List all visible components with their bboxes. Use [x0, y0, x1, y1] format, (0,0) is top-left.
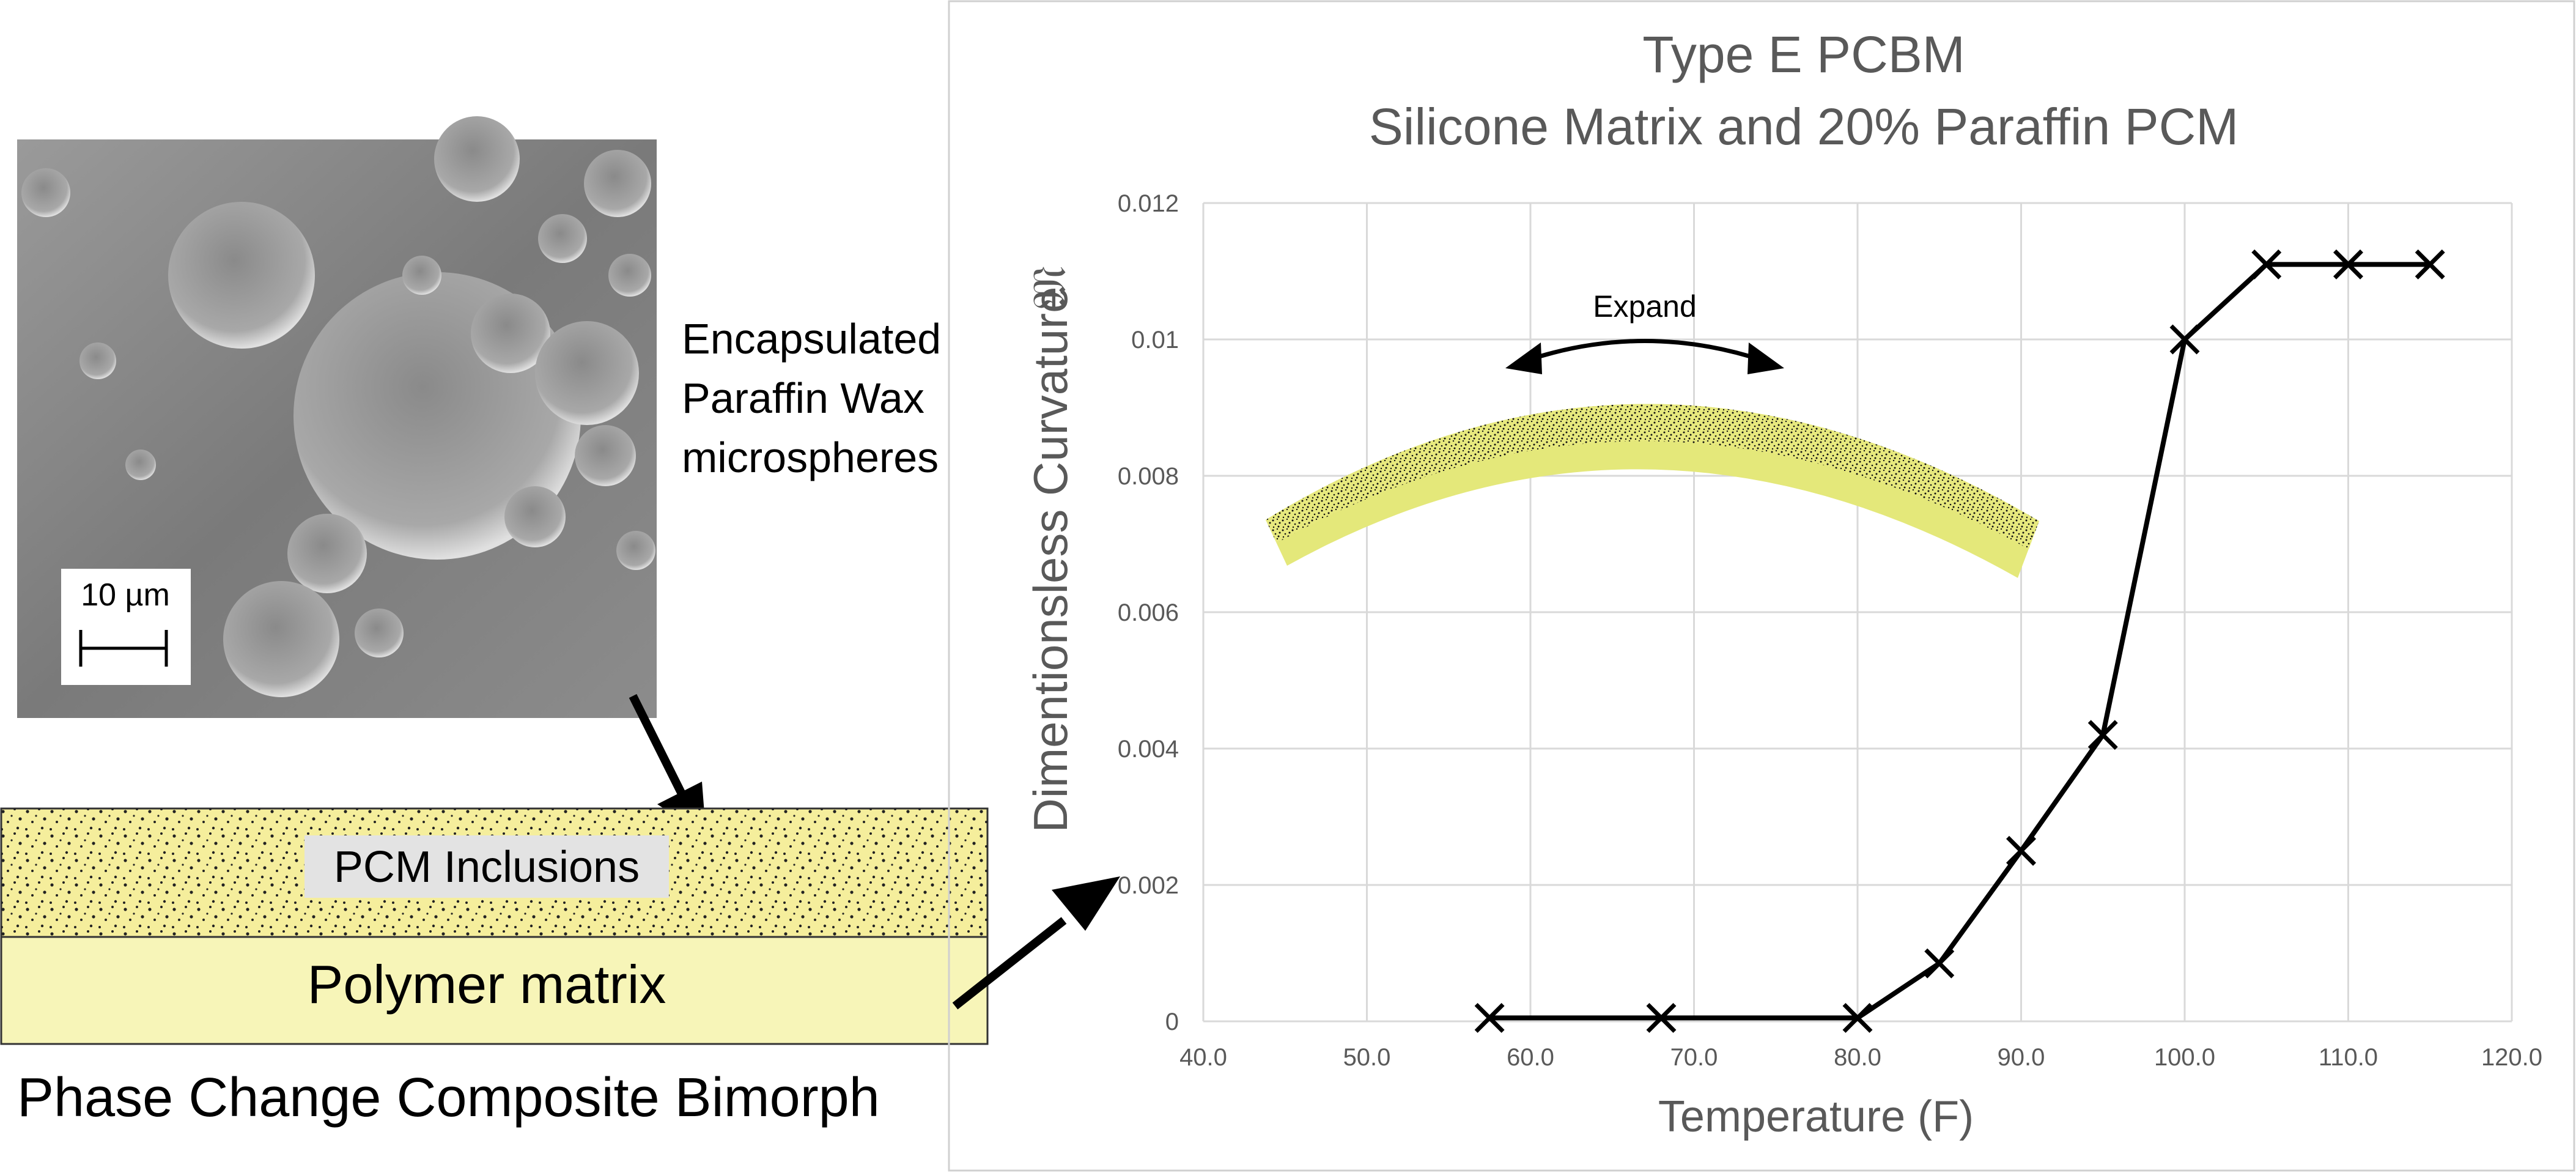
chart-title-line-1: Type E PCBM — [1642, 26, 1965, 83]
data-point-marker — [2087, 720, 2118, 750]
x-tick-label: 120.0 — [2481, 1044, 2542, 1071]
y-tick-label: 0.012 — [1118, 190, 1179, 217]
y-tick-label: 0 — [1165, 1008, 1179, 1035]
pointer-arrow-chart — [952, 876, 1120, 1010]
y-tick-label: 0.004 — [1118, 736, 1179, 763]
caption: Phase Change Composite Bimorph — [17, 1067, 880, 1128]
scale-bar-label: 10 µm — [81, 577, 170, 613]
data-point-marker — [1924, 948, 1955, 979]
series-line — [1489, 262, 2430, 1021]
x-tick-label: 60.0 — [1507, 1044, 1554, 1071]
data-point-marker — [1646, 1002, 1677, 1033]
chart-title-line-2: Silicone Matrix and 20% Paraffin PCM — [1369, 98, 2238, 155]
x-tick-labels: 40.0 50.0 60.0 70.0 80.0 90.0 100.0 110.0 120.0 — [1179, 1044, 2542, 1071]
pcm-label: PCM Inclusions — [334, 843, 640, 892]
expand-label: Expand — [1593, 289, 1697, 324]
sem-micrograph: 10 µm — [17, 116, 657, 718]
y-tick-label: 0.006 — [1118, 599, 1179, 626]
polymer-label: Polymer matrix — [308, 954, 666, 1015]
y-tick-labels: 0 0.002 0.004 0.006 0.008 0.01 0.012 — [1118, 190, 1179, 1035]
strip-pcm — [1266, 404, 2039, 549]
data-point-marker — [2006, 835, 2036, 866]
data-point-marker — [2251, 249, 2282, 279]
y-axis-label: Dimentionsless Curvature 𝔐 — [1024, 266, 1077, 832]
pcm-label-box — [304, 835, 669, 898]
expand-arrow-right-head — [1747, 342, 1784, 374]
series-layer — [1474, 249, 2445, 1033]
data-point-marker — [1842, 1002, 1873, 1033]
y-axis-symbol: 𝔐 — [1024, 266, 1076, 309]
x-tick-label: 100.0 — [2154, 1044, 2215, 1071]
x-tick-label: 50.0 — [1343, 1044, 1391, 1071]
y-tick-label: 0.01 — [1131, 327, 1179, 353]
chart-grid — [1202, 202, 2513, 1023]
x-tick-label: 110.0 — [2319, 1044, 2378, 1071]
scale-bar-box — [61, 569, 191, 685]
x-tick-label: 90.0 — [1998, 1044, 2045, 1071]
data-point-marker — [2169, 324, 2200, 355]
data-point-marker — [2415, 249, 2445, 279]
encapsulated-label-line-2: Paraffin Wax — [682, 374, 924, 422]
chart-title: Type E PCBM Silicone Matrix and 20% Para… — [1369, 26, 2238, 155]
polymer-layer — [0, 936, 989, 1045]
encapsulated-label: Encapsulated Paraffin Wax microspheres — [682, 315, 941, 481]
x-axis-title: Temperature (F) — [1658, 1092, 1974, 1141]
x-tick-label: 80.0 — [1834, 1044, 1881, 1071]
expand-arrow-left-head — [1505, 342, 1542, 374]
x-tick-label: 40.0 — [1179, 1044, 1227, 1071]
series-markers — [1474, 249, 2445, 1033]
encapsulated-label-line-1: Encapsulated — [682, 315, 941, 363]
encapsulated-label-line-3: microspheres — [682, 434, 939, 481]
y-tick-label: 0.002 — [1118, 872, 1179, 899]
x-tick-label: 70.0 — [1670, 1044, 1718, 1071]
data-point-marker — [2333, 249, 2363, 279]
expand-arrow — [1524, 339, 1765, 363]
bending-strip-illustration: Expand — [1266, 289, 2039, 578]
data-point-marker — [1474, 1002, 1505, 1033]
chart-frame — [948, 0, 2575, 1172]
y-axis-title: Dimentionsless Curvature — [1024, 286, 1077, 832]
y-tick-label: 0.008 — [1118, 463, 1179, 490]
bimorph-layers: PCM Inclusions Polymer matrix — [0, 807, 989, 1045]
